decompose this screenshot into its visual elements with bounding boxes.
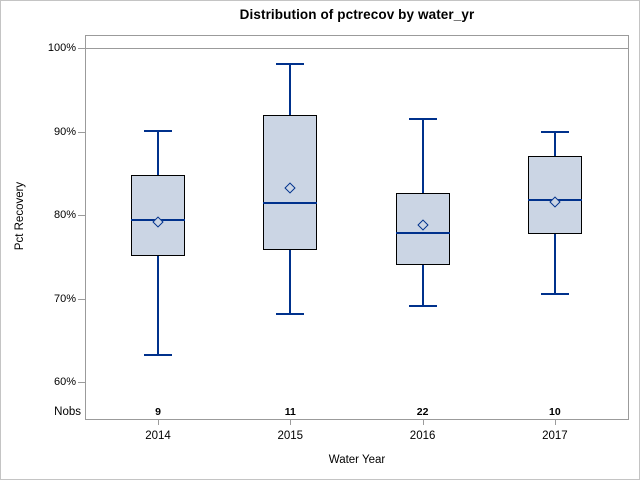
y-tick-label: 70%	[53, 292, 76, 305]
iqr-box	[263, 114, 318, 251]
x-category-label: 2014	[145, 430, 171, 442]
y-tick-mark	[78, 131, 85, 133]
x-category-label: 2017	[542, 430, 568, 442]
y-tick-mark	[78, 298, 85, 300]
whisker-cap-top	[540, 130, 569, 133]
y-tick-mark	[78, 215, 85, 216]
y-tick-label: 60%	[53, 376, 76, 388]
whisker-cap-top	[276, 62, 305, 65]
iqr-box	[527, 155, 582, 235]
whisker-cap-top	[144, 129, 172, 132]
whisker-cap-bottom	[408, 305, 437, 307]
median-line	[263, 202, 318, 205]
whisker-cap-bottom	[276, 313, 305, 316]
reference-line-100pct	[85, 48, 629, 49]
nobs-value: 10	[549, 406, 561, 418]
whisker-cap-bottom	[144, 354, 172, 357]
nobs-value: 9	[155, 406, 161, 418]
y-tick-mark	[78, 382, 85, 383]
iqr-box	[131, 174, 185, 256]
x-tick-mark	[422, 420, 424, 425]
y-tick-label: 100%	[47, 42, 76, 54]
x-tick-mark	[554, 420, 556, 425]
y-tick-label: 80%	[53, 209, 76, 221]
y-tick-label: 90%	[53, 125, 76, 138]
x-category-label: 2015	[277, 430, 304, 442]
median-line	[395, 232, 450, 235]
nobs-value: 11	[284, 406, 296, 418]
x-tick-mark	[290, 420, 292, 425]
x-tick-mark	[158, 420, 159, 425]
chart-title: Distribution of pctrecov by water_yr	[239, 7, 475, 22]
x-axis-title: Water Year	[328, 454, 386, 466]
y-tick-mark	[78, 48, 85, 49]
nobs-row-label: Nobs	[54, 406, 81, 418]
nobs-value: 22	[416, 406, 429, 418]
whisker-cap-top	[408, 117, 437, 120]
whisker-cap-bottom	[540, 293, 569, 296]
x-category-label: 2016	[409, 430, 436, 442]
